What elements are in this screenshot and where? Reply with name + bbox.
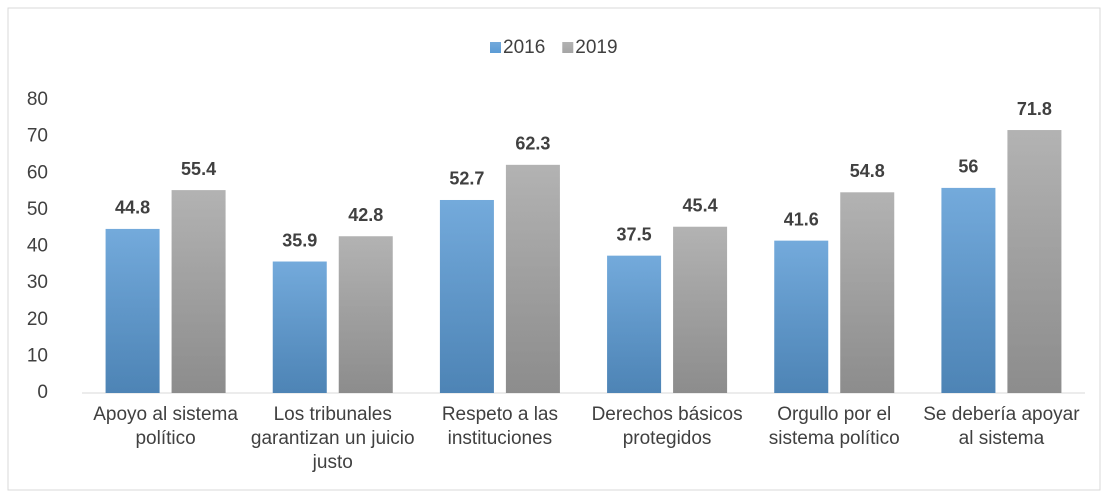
data-label: 54.8 xyxy=(850,161,885,181)
data-label: 41.6 xyxy=(784,209,819,229)
bar-shade xyxy=(171,190,226,393)
x-tick-label: Respeto a las instituciones xyxy=(441,404,558,449)
bar-shade xyxy=(774,240,829,393)
x-tick-label: Derechos básicos protegidos xyxy=(591,404,743,449)
data-label: 71.8 xyxy=(1017,99,1052,119)
bar-shade xyxy=(505,164,560,393)
data-label: 44.8 xyxy=(115,198,150,218)
data-label: 55.4 xyxy=(181,159,216,179)
legend-label: 2016 xyxy=(503,37,545,58)
data-label: 56 xyxy=(958,157,978,177)
bar-shade xyxy=(439,199,494,393)
y-tick-label: 10 xyxy=(27,345,48,366)
bar-shade xyxy=(673,226,728,393)
data-label: 45.4 xyxy=(683,195,718,215)
legend-label: 2019 xyxy=(575,37,617,58)
data-label: 42.8 xyxy=(348,205,383,225)
legend-swatch xyxy=(562,42,574,53)
y-tick-label: 20 xyxy=(27,309,48,330)
y-tick-label: 0 xyxy=(37,382,48,403)
bar-shade xyxy=(840,192,895,393)
data-label: 37.5 xyxy=(617,224,652,244)
data-label: 62.3 xyxy=(515,134,550,154)
bar-shade xyxy=(1007,130,1062,393)
y-tick-label: 60 xyxy=(27,162,48,183)
bar-shade xyxy=(941,187,996,393)
bar-shade xyxy=(272,261,327,393)
x-tick-label: Apoyo al sistema político xyxy=(93,404,238,449)
y-tick-label: 30 xyxy=(27,272,48,293)
y-tick-label: 40 xyxy=(27,236,48,257)
data-label: 52.7 xyxy=(449,169,484,189)
bar-shade xyxy=(338,236,393,393)
y-tick-label: 50 xyxy=(27,199,48,220)
data-label: 35.9 xyxy=(282,230,317,250)
x-tick-label: Se debería apoyar al sistema xyxy=(923,404,1080,449)
x-tick-label: Orgullo por el sistema político xyxy=(768,404,900,449)
bar-shade xyxy=(607,255,662,393)
y-tick-label: 70 xyxy=(27,126,48,147)
legend-swatch xyxy=(490,42,501,53)
y-tick-label: 80 xyxy=(27,89,48,110)
bar-shade xyxy=(105,228,160,393)
x-tick-label: Los tribunales garantizan un juicio just… xyxy=(250,404,415,473)
